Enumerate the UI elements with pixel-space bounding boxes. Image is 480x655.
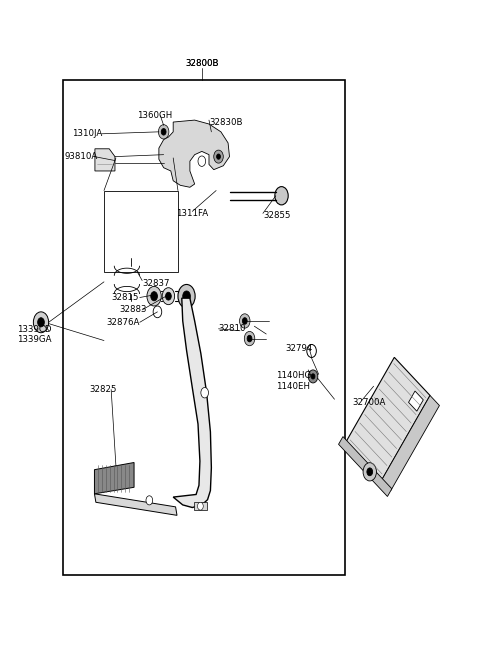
Circle shape	[198, 502, 203, 510]
Circle shape	[166, 292, 171, 300]
Circle shape	[147, 286, 161, 306]
Circle shape	[179, 129, 182, 134]
Circle shape	[216, 154, 220, 159]
Polygon shape	[194, 502, 206, 510]
Circle shape	[151, 291, 157, 301]
Text: 1311FA: 1311FA	[176, 209, 208, 218]
Circle shape	[275, 187, 288, 205]
Text: 32700A: 32700A	[352, 398, 385, 407]
Circle shape	[367, 468, 372, 476]
Text: 1339CD: 1339CD	[17, 325, 51, 334]
Text: 1140EH: 1140EH	[276, 382, 310, 390]
Polygon shape	[95, 494, 177, 515]
Circle shape	[37, 318, 44, 327]
Text: 32855: 32855	[263, 211, 290, 220]
Circle shape	[176, 126, 185, 138]
Text: 32815: 32815	[111, 293, 139, 302]
Circle shape	[162, 288, 175, 305]
Text: 32876A: 32876A	[107, 318, 140, 327]
Circle shape	[153, 306, 162, 318]
Polygon shape	[95, 149, 115, 171]
Circle shape	[363, 462, 376, 481]
Text: 32883: 32883	[120, 305, 147, 314]
Circle shape	[198, 156, 205, 166]
Text: 1339GA: 1339GA	[17, 335, 51, 345]
Bar	[63, 80, 345, 575]
Polygon shape	[346, 358, 430, 480]
Circle shape	[242, 318, 247, 324]
Polygon shape	[408, 391, 423, 411]
Polygon shape	[173, 298, 211, 508]
Text: 32800B: 32800B	[185, 59, 218, 68]
Circle shape	[307, 345, 316, 358]
Circle shape	[161, 128, 166, 135]
Circle shape	[178, 284, 195, 308]
Polygon shape	[338, 437, 392, 496]
Text: 32800B: 32800B	[185, 59, 218, 68]
Circle shape	[214, 150, 223, 163]
Text: 1310JA: 1310JA	[72, 129, 102, 138]
Text: 32837: 32837	[142, 278, 169, 288]
Circle shape	[240, 314, 250, 328]
Polygon shape	[382, 396, 440, 491]
Text: 1140HG: 1140HG	[276, 371, 311, 380]
Text: 1360GH: 1360GH	[137, 111, 173, 120]
Text: 32810: 32810	[218, 324, 246, 333]
Text: 93810A: 93810A	[65, 152, 98, 161]
Circle shape	[158, 124, 169, 139]
Circle shape	[308, 370, 318, 383]
Circle shape	[244, 331, 255, 346]
Circle shape	[311, 374, 315, 379]
Text: 32825: 32825	[90, 385, 117, 394]
Bar	[104, 191, 178, 272]
Polygon shape	[159, 120, 229, 187]
Polygon shape	[95, 462, 134, 494]
Text: 32830B: 32830B	[209, 117, 242, 126]
Circle shape	[34, 312, 48, 333]
Text: 32794: 32794	[285, 344, 312, 353]
Circle shape	[247, 335, 252, 342]
Circle shape	[146, 496, 153, 505]
Circle shape	[183, 291, 191, 301]
Circle shape	[201, 388, 208, 398]
